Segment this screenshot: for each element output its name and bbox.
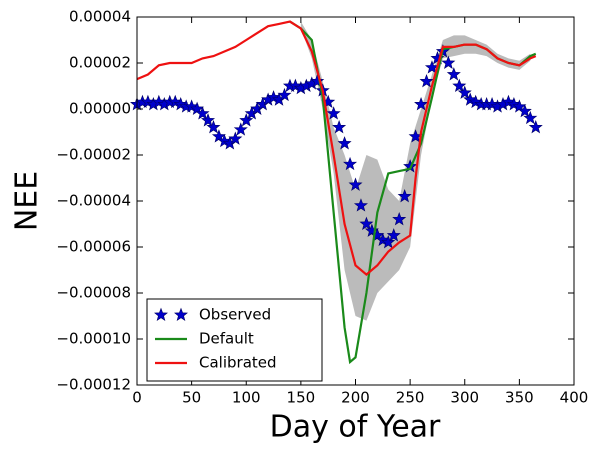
x-tick-label: 250 <box>396 389 425 407</box>
observed-point <box>201 113 216 127</box>
legend-label: Default <box>199 330 254 348</box>
observed-point <box>517 103 532 118</box>
observed-point <box>386 228 401 242</box>
observed-point <box>452 78 467 92</box>
series-line <box>136 20 537 277</box>
y-axis-label: NEE <box>10 171 45 231</box>
observed-point <box>228 131 243 145</box>
legend-swatch <box>154 307 188 321</box>
observed-point <box>348 177 363 191</box>
observed-point <box>239 113 254 127</box>
x-axis-label: Day of Year <box>270 410 441 445</box>
observed-point <box>419 74 434 88</box>
observed-point <box>446 67 461 81</box>
legend: Observed Default Calibrated <box>146 298 323 382</box>
x-tick-label: 300 <box>450 389 479 407</box>
observed-point <box>326 106 341 120</box>
observed-point <box>359 216 374 230</box>
x-tick-label: 150 <box>287 389 316 407</box>
observed-point <box>353 198 368 212</box>
observed-point <box>528 120 543 134</box>
y-tick-label: −0.00004 <box>56 192 131 210</box>
x-tick-label: 200 <box>341 389 370 407</box>
observed-point <box>206 120 221 134</box>
y-tick-label: −0.00002 <box>56 146 131 164</box>
observed-point <box>381 235 396 249</box>
observed-point <box>414 97 429 111</box>
y-tick-label: −0.00012 <box>56 376 131 394</box>
legend-label: Calibrated <box>199 354 277 372</box>
x-tick-label: 100 <box>232 389 261 407</box>
observed-point <box>277 87 292 102</box>
y-tick-label: −0.00008 <box>56 284 131 302</box>
observed-point <box>523 110 538 125</box>
x-tick-label: 0 <box>132 389 142 407</box>
observed-point <box>441 55 456 69</box>
observed-point <box>397 189 412 203</box>
observed-point <box>457 85 472 99</box>
observed-point <box>343 156 358 171</box>
y-tick-label: 0.00002 <box>69 54 131 72</box>
legend-label: Observed <box>199 306 271 324</box>
y-tick-label: 0.00000 <box>69 100 131 118</box>
x-tick-label: 350 <box>505 389 534 407</box>
x-tick-label: 50 <box>182 389 201 407</box>
x-tick-label: 400 <box>560 389 589 407</box>
observed-point <box>392 212 407 226</box>
observed-point <box>332 120 347 134</box>
y-tick-label: 0.00004 <box>69 8 131 26</box>
y-tick-label: −0.00006 <box>56 238 131 256</box>
observed-point <box>195 106 210 120</box>
observed-point <box>337 136 352 150</box>
observed-point <box>233 122 248 136</box>
observed-point <box>310 74 325 88</box>
y-tick-label: −0.00010 <box>56 330 131 348</box>
